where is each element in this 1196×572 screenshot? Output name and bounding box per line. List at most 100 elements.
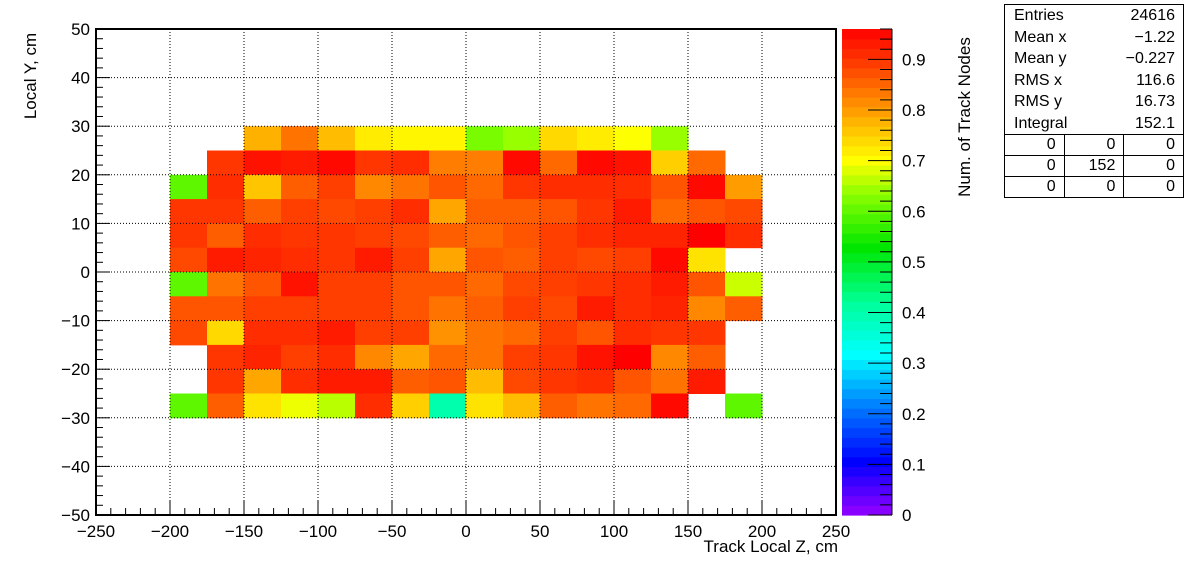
- color-scale-band: [842, 223, 892, 234]
- color-scale-band: [842, 29, 892, 40]
- heatmap-cell: [281, 247, 319, 273]
- heatmap-cell: [392, 272, 430, 297]
- heatmap-cell: [318, 296, 356, 322]
- heatmap-cell: [540, 296, 578, 322]
- heatmap-cell: [540, 369, 578, 394]
- x-axis: −250 −200 −150 −100 −50 0 50 100 150 200 250: [77, 501, 850, 541]
- heatmap-cell: [725, 296, 763, 322]
- color-scale-band: [842, 97, 892, 108]
- color-scale-band: [842, 359, 892, 370]
- color-scale-band: [842, 203, 892, 215]
- heatmap-cell: [651, 223, 689, 249]
- heatmap-cell: [540, 393, 578, 419]
- heatmap-cell: [244, 369, 282, 394]
- x-tick-label: −250: [77, 522, 115, 541]
- heatmap-cell: [392, 369, 430, 394]
- heatmap-cell: [355, 174, 393, 200]
- heatmap-cell: [429, 174, 467, 200]
- heatmap-cell: [281, 150, 319, 176]
- heatmap-cell: [688, 150, 726, 176]
- color-scale-band: [842, 301, 892, 312]
- overflow-cell: 0: [1123, 177, 1183, 197]
- y-tick-label: −50: [61, 506, 90, 525]
- color-scale-band: [842, 446, 892, 458]
- color-scale-band: [842, 126, 892, 137]
- z-tick-label: 0.8: [902, 101, 926, 120]
- heatmap-cell: [688, 223, 726, 249]
- stat-row-mean-y: Mean y −0.227: [1005, 48, 1183, 70]
- color-scale-band: [842, 77, 892, 88]
- stat-row-entries: Entries 24616: [1005, 5, 1183, 27]
- heatmap-cell: [688, 320, 726, 346]
- heatmap-cell: [392, 344, 430, 370]
- heatmap-cell: [466, 344, 504, 370]
- heatmap-cell: [355, 369, 393, 394]
- heatmap-cell: [318, 247, 356, 273]
- heatmap-cell: [355, 320, 393, 346]
- heatmap-cell: [392, 126, 430, 151]
- color-scale-band: [842, 340, 892, 351]
- heatmap-cell: [244, 150, 282, 176]
- heatmap-cell: [170, 320, 208, 346]
- heatmap-cell: [392, 199, 430, 224]
- color-scale-band: [842, 38, 892, 50]
- heatmap-cell: [244, 296, 282, 322]
- x-tick-label: −150: [225, 522, 263, 541]
- heatmap-cell: [614, 272, 652, 297]
- heatmap-cell: [540, 344, 578, 370]
- heatmap-cell: [577, 393, 615, 419]
- x-axis-title: Track Local Z, cm: [704, 537, 838, 556]
- heatmap-cell: [577, 320, 615, 346]
- color-scale-band: [842, 135, 892, 147]
- stat-label: Mean x: [1014, 28, 1067, 46]
- heatmap-cell: [207, 296, 245, 322]
- color-scale-band: [842, 320, 892, 331]
- heatmap-cell: [429, 369, 467, 394]
- y-tick-label: 40: [71, 69, 90, 88]
- color-scale-band: [842, 106, 892, 118]
- y-tick-label: 30: [71, 117, 90, 136]
- heatmap-cell: [207, 369, 245, 394]
- color-scale-band: [842, 427, 892, 438]
- heatmap-cell: [577, 126, 615, 151]
- heatmap-cell: [429, 126, 467, 151]
- heatmap-cell: [207, 393, 245, 419]
- heatmap-cell: [244, 174, 282, 200]
- heatmap-cell: [392, 296, 430, 322]
- overflow-grid-row: 0 0 0: [1005, 134, 1183, 155]
- heatmap-cell: [281, 174, 319, 200]
- heatmap-cell: [170, 174, 208, 200]
- heatmap-cell: [170, 247, 208, 273]
- y-tick-label: 50: [71, 20, 90, 39]
- stat-value: −1.22: [1134, 28, 1175, 46]
- heatmap-cell: [392, 150, 430, 176]
- color-scale-band: [842, 485, 892, 497]
- y-tick-label: 20: [71, 166, 90, 185]
- heatmap-cell: [503, 126, 541, 151]
- x-tick-label: −50: [378, 522, 407, 541]
- heatmap-cell: [577, 369, 615, 394]
- color-scale-band: [842, 174, 892, 186]
- color-scale-band: [842, 291, 892, 302]
- heatmap-cell: [503, 174, 541, 200]
- y-tick-label: −40: [61, 457, 90, 476]
- heatmap-cell: [577, 199, 615, 224]
- y-tick-label: 0: [81, 263, 90, 282]
- gridlines: [96, 29, 836, 515]
- heatmap-cell: [466, 199, 504, 224]
- heatmap-cell: [170, 296, 208, 322]
- heatmap-cell: [688, 369, 726, 394]
- heatmap-cell: [503, 199, 541, 224]
- heatmap-cell: [244, 126, 282, 151]
- heatmap-cell: [429, 199, 467, 224]
- heatmap-cell: [429, 393, 467, 419]
- heatmap-cell: [577, 344, 615, 370]
- heatmap-cell: [503, 393, 541, 419]
- color-scale-band: [842, 194, 892, 205]
- z-tick-label: 0.4: [902, 304, 926, 323]
- overflow-cell: 0: [1046, 178, 1056, 195]
- heatmap-cell: [244, 344, 282, 370]
- heatmap-cell: [540, 223, 578, 249]
- heatmap-cell: [651, 150, 689, 176]
- heatmap-cells: [170, 126, 763, 419]
